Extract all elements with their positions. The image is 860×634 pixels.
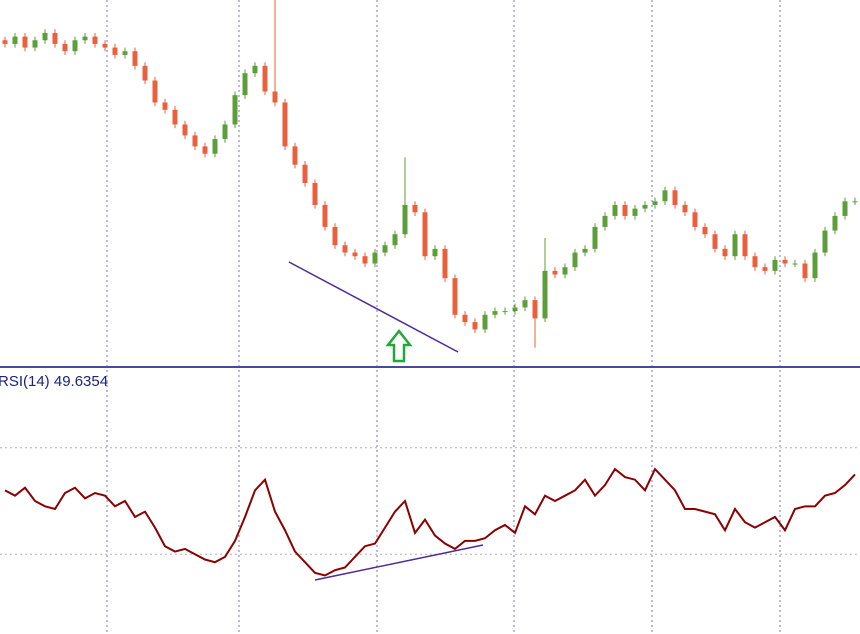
candle-body [592,226,598,249]
candle-body [332,226,338,246]
candle-body [352,252,358,257]
candle-body [152,80,158,103]
trend-line [288,261,459,353]
candle-body [682,204,688,213]
candle-body [842,201,848,216]
candle-body [442,248,448,279]
candle-body [322,204,328,227]
candle-body [312,183,318,205]
candle-body [772,259,778,271]
rsi-panel [0,447,860,577]
candle-body [22,36,28,48]
candle-body [102,43,108,48]
candle-body [672,190,678,205]
candle-body [732,234,738,257]
candle-body [712,234,718,249]
candle-body [122,51,128,55]
candle-body [282,102,288,147]
candle-body [482,314,488,330]
candle-body [802,263,808,279]
candle-body [292,146,298,165]
candle-body [392,234,398,246]
candle-body [492,311,498,315]
candle-body [852,201,858,203]
candle-body [532,300,538,319]
candle-body [502,311,508,313]
candle-body [162,102,168,110]
candle-body [62,43,68,52]
candle-body [142,65,148,81]
candle-body [642,204,648,209]
candle-body [222,124,228,140]
candle-body [262,65,268,92]
candle-body [572,252,578,268]
candle-body [92,36,98,44]
candle-body [632,208,638,216]
candle-body [822,230,828,253]
arrow-up [385,328,413,363]
candle-body [602,215,608,227]
candle-body [172,109,178,125]
candle-body [272,91,278,103]
candle-body [752,256,758,268]
candle-body [302,164,308,183]
candle-body [382,245,388,253]
candle-body [72,40,78,52]
trend-line [314,544,484,581]
candle-body [472,322,478,330]
rsi-line [4,467,856,577]
candle-body [612,204,618,216]
candle-body [42,32,48,41]
candle-body [762,267,768,271]
candle-body [462,314,468,323]
candle-body [582,248,588,253]
candle-body [512,307,518,312]
candle-body [422,212,428,257]
candle-body [192,135,198,147]
candle-body [362,256,368,264]
candle-body [202,146,208,154]
candle-body [52,32,58,44]
candle-body [722,248,728,257]
candle-body [692,212,698,227]
candle-body [232,95,238,125]
candle-body [342,245,348,253]
candle-body [742,234,748,257]
candle-body [112,47,118,55]
candle-body [242,73,248,96]
candle-body [432,248,438,257]
candle-body [652,201,658,205]
candle-body [522,300,528,308]
candle-body [182,124,188,136]
candle-body [412,204,418,213]
candle-body [82,36,88,41]
candle-body [552,270,558,275]
candle-body [12,36,18,44]
candle-body [32,40,38,48]
candle-body [212,139,218,154]
indicator-label: RSI(14) 49.6354 [0,373,108,390]
candle-body [782,259,788,264]
candle-body [542,270,548,319]
candle-body [372,252,378,264]
candle-body [662,190,668,202]
candle-body [702,226,708,235]
candle-body [622,204,628,216]
candle-body [132,51,138,66]
candle-body [402,204,408,235]
candle-body [252,65,258,74]
candle-body [2,40,8,44]
price-panel [2,0,858,348]
candle-body [812,252,818,279]
candle-body [832,215,838,231]
candle-body [792,263,798,265]
candle-body [452,278,458,315]
vertical-grid [106,0,781,634]
candle-body [562,267,568,275]
